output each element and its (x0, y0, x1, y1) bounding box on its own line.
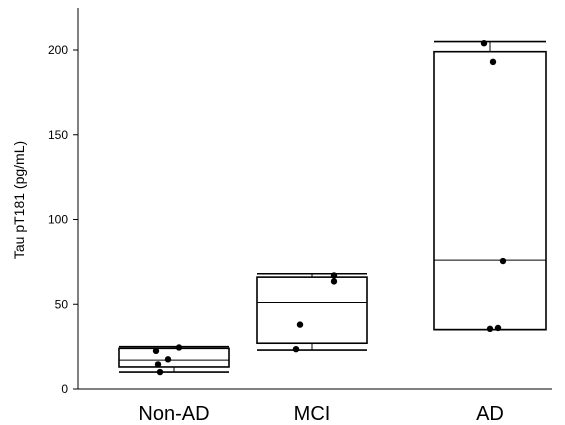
data-point (156, 368, 164, 376)
y-tick-label: 200 (48, 43, 68, 57)
data-point (154, 361, 162, 368)
x-category-label: AD (476, 403, 504, 425)
data-point (152, 347, 160, 355)
y-tick-label: 50 (55, 297, 69, 311)
data-point (164, 356, 172, 363)
boxes-layer (118, 40, 547, 373)
y-tick-label: 150 (48, 128, 68, 142)
data-point (486, 325, 494, 333)
data-point (296, 321, 304, 328)
y-axis-title: Tau pT181 (pg/mL) (11, 141, 27, 259)
x-category-label: Non-AD (138, 403, 209, 425)
data-point (494, 324, 502, 332)
data-point (489, 58, 497, 66)
y-tick-label: 0 (61, 382, 68, 396)
data-point (330, 272, 338, 279)
plot-frame (77, 8, 552, 390)
points-layer (152, 40, 507, 376)
data-point (330, 278, 338, 285)
x-category-label: MCI (294, 403, 331, 425)
x-axis-labels: Non-AD MCI AD (138, 403, 503, 425)
data-point (499, 257, 507, 265)
box-iqr (256, 276, 368, 345)
y-axis-ticks: 0 50 100 150 200 (48, 43, 78, 396)
y-tick-label: 100 (48, 213, 68, 227)
data-point (175, 344, 183, 351)
box-iqr (118, 347, 230, 368)
data-point (480, 40, 488, 47)
box-iqr (433, 50, 547, 331)
data-point (292, 345, 300, 353)
